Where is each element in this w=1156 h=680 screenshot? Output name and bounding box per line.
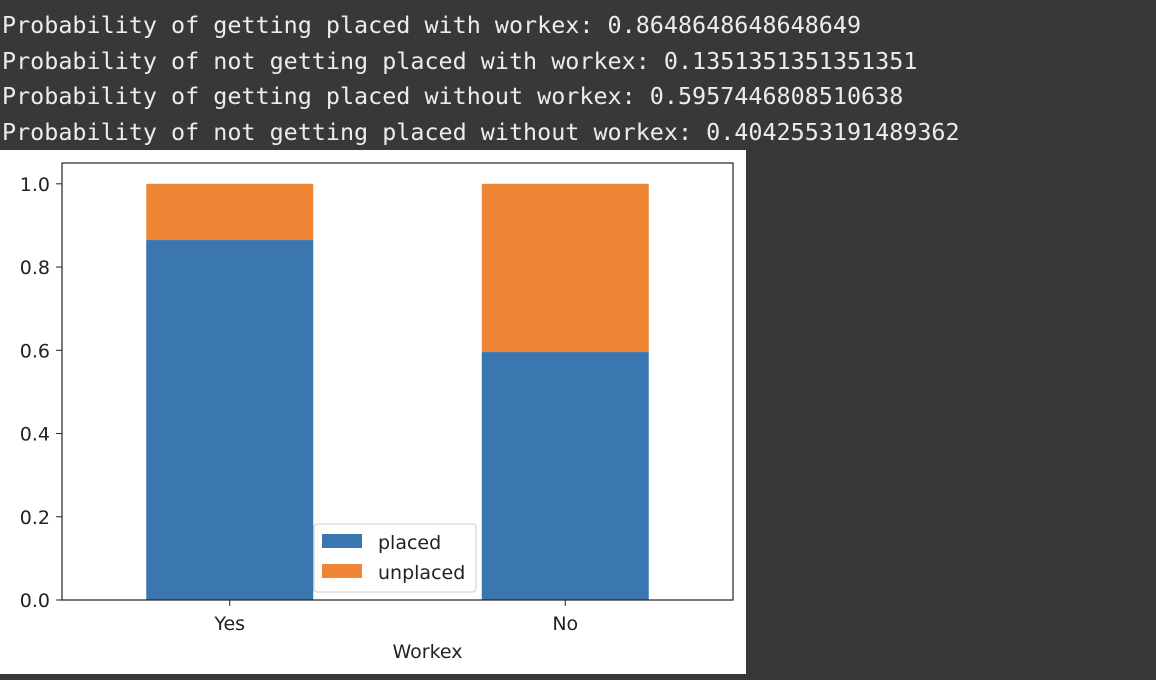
y-tick-label: 1.0 xyxy=(20,174,50,196)
plot-frame xyxy=(61,162,734,601)
bar-placed-no xyxy=(481,352,649,600)
bar-unplaced-no xyxy=(481,183,649,353)
y-tick-label: 0.0 xyxy=(20,590,50,612)
x-tick-label: No xyxy=(552,613,578,635)
output-line-placed-with-workex: Probability of getting placed with worke… xyxy=(2,11,862,39)
legend-label-unplaced: unplaced xyxy=(378,562,465,584)
legend-swatch-placed xyxy=(322,534,362,548)
chart-panel: Yes No 0.0 0.2 0.4 0.6 0.8 1.0 Workex placed unpla… xyxy=(0,150,746,674)
x-axis-label: Workex xyxy=(392,641,462,663)
y-tick-label: 0.8 xyxy=(20,257,50,279)
cell-output: Probability of getting placed with worke… xyxy=(2,8,960,150)
output-line-placed-without-workex: Probability of getting placed without wo… xyxy=(2,82,904,110)
stacked-bar-chart: Yes No 0.0 0.2 0.4 0.6 0.8 1.0 Workex placed unpla… xyxy=(20,162,734,663)
x-tick-label: Yes xyxy=(213,613,245,635)
bar-unplaced-yes xyxy=(146,183,314,241)
y-tick-label: 0.2 xyxy=(20,507,50,529)
output-line-not-placed-without-workex: Probability of not getting placed withou… xyxy=(2,117,960,146)
legend-swatch-unplaced xyxy=(322,564,362,578)
y-tick-label: 0.6 xyxy=(20,340,50,362)
bar-placed-yes xyxy=(146,240,314,600)
legend-label-placed: placed xyxy=(378,532,441,554)
output-line-not-placed-with-workex: Probability of not getting placed with w… xyxy=(2,46,918,75)
y-tick-label: 0.4 xyxy=(20,424,50,446)
